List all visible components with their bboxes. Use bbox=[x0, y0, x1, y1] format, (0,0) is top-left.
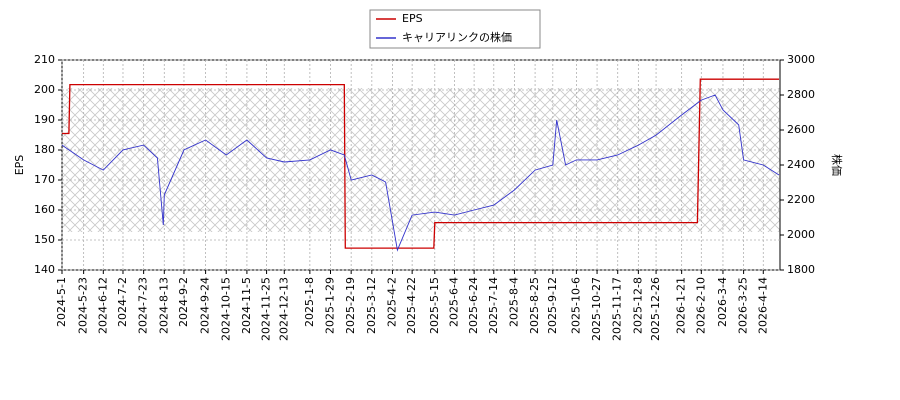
y-tick-label: 160 bbox=[34, 203, 55, 216]
x-tick-label: 2025-3-12 bbox=[365, 277, 378, 334]
legend-label: EPS bbox=[402, 12, 423, 25]
x-tick-label: 2025-4-2 bbox=[385, 277, 398, 327]
x-tick-label: 2024-9-24 bbox=[199, 277, 212, 334]
x-tick-label: 2025-6-4 bbox=[447, 277, 460, 327]
x-tick-label: 2025-9-12 bbox=[546, 277, 559, 334]
x-tick-label: 2025-5-15 bbox=[428, 277, 441, 334]
x-tick-label: 2025-4-22 bbox=[405, 277, 418, 334]
x-tick-label: 2024-11-25 bbox=[260, 277, 273, 341]
y2-tick-label: 2400 bbox=[787, 158, 815, 171]
y-tick-label: 170 bbox=[34, 173, 55, 186]
y2-tick-label: 3000 bbox=[787, 53, 815, 66]
x-tick-label: 2025-12-8 bbox=[631, 277, 644, 334]
x-tick-label: 2024-7-23 bbox=[137, 277, 150, 334]
x-tick-label: 2026-2-10 bbox=[694, 277, 707, 334]
x-tick-label: 2024-5-1 bbox=[55, 277, 68, 327]
y2-tick-label: 2600 bbox=[787, 123, 815, 136]
y-tick-label: 180 bbox=[34, 143, 55, 156]
x-tick-label: 2025-10-27 bbox=[590, 277, 603, 341]
x-tick-label: 2025-1-8 bbox=[303, 277, 316, 327]
x-tick-label: 2024-7-2 bbox=[116, 277, 129, 327]
y2-tick-label: 2800 bbox=[787, 88, 815, 101]
series-line bbox=[61, 94, 780, 252]
y-tick-label: 200 bbox=[34, 83, 55, 96]
x-tick-label: 2024-9-2 bbox=[177, 277, 190, 327]
y2-tick-label: 2200 bbox=[787, 193, 815, 206]
legend bbox=[369, 9, 541, 49]
shaded-region bbox=[62, 88, 780, 232]
x-tick-label: 2025-8-4 bbox=[507, 277, 520, 327]
x-tick-label: 2025-1-29 bbox=[324, 277, 337, 334]
x-tick-label: 2025-11-17 bbox=[611, 277, 624, 341]
x-tick-label: 2025-6-24 bbox=[467, 277, 480, 334]
x-tick-label: 2024-10-15 bbox=[219, 277, 232, 341]
y-tick-label: 190 bbox=[34, 113, 55, 126]
x-tick-label: 2026-3-25 bbox=[737, 277, 750, 334]
x-tick-label: 2026-4-14 bbox=[756, 277, 769, 334]
series-line bbox=[62, 78, 779, 249]
y2-tick-label: 1800 bbox=[787, 263, 815, 276]
x-tick-label: 2025-2-19 bbox=[344, 277, 357, 334]
y2-tick-label: 2000 bbox=[787, 228, 815, 241]
y-tick-label: 150 bbox=[34, 233, 55, 246]
x-tick-label: 2024-11-5 bbox=[240, 277, 253, 334]
x-tick-label: 2024-5-23 bbox=[77, 277, 90, 334]
x-tick-label: 2026-1-21 bbox=[675, 277, 688, 334]
x-tick-label: 2024-8-13 bbox=[157, 277, 170, 334]
x-tick-label: 2025-7-14 bbox=[487, 277, 500, 334]
x-tick-label: 2024-6-12 bbox=[96, 277, 109, 334]
x-tick-label: 2025-8-25 bbox=[528, 277, 541, 334]
y-axis-label: EPS bbox=[13, 155, 26, 176]
x-tick-label: 2026-3-4 bbox=[716, 277, 729, 327]
x-tick-label: 2025-10-6 bbox=[569, 277, 582, 334]
legend-label: キャリアリンクの株価 bbox=[402, 30, 512, 44]
y-tick-label: 210 bbox=[34, 53, 55, 66]
x-tick-label: 2024-12-13 bbox=[277, 277, 290, 341]
x-tick-label: 2025-12-26 bbox=[649, 277, 662, 341]
y-tick-label: 140 bbox=[34, 263, 55, 276]
y2-axis-label: 株価 bbox=[830, 154, 844, 176]
